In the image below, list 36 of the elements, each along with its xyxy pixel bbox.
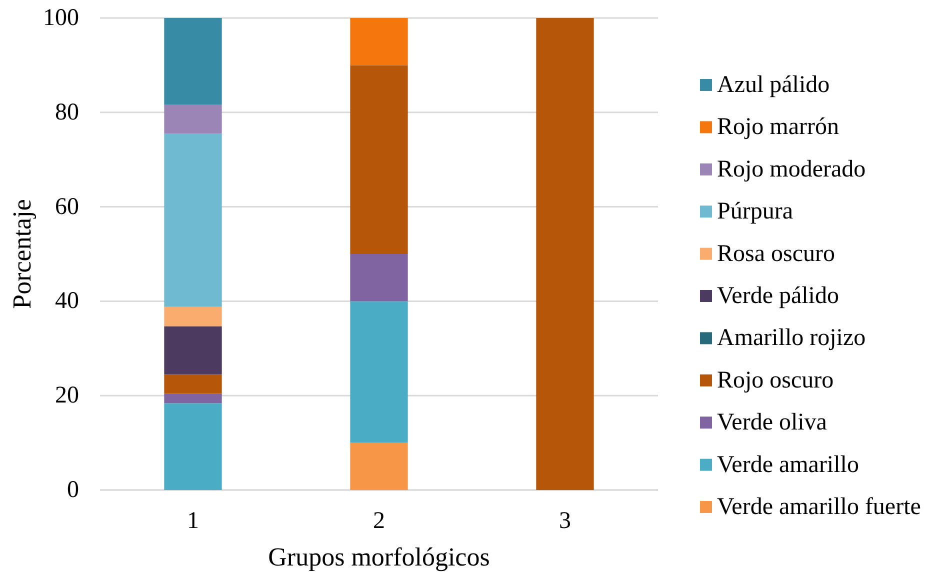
bar [536,18,594,490]
legend-label: Verde amarillo [717,452,859,478]
y-axis-title: Porcentaje [8,199,36,309]
bar [350,65,408,254]
legend-label: Rosa oscuro [717,240,835,267]
legend-label: Rojo moderado [717,156,866,182]
legend-label: Amarillo rojizo [717,325,866,352]
bar [350,301,408,443]
bar [164,403,222,490]
legend-label: Púrpura [717,198,794,225]
legend-label: Rojo marrón [717,114,839,140]
bar [164,326,222,374]
legend-label: Rojo oscuro [717,367,834,394]
y-tick-label: 20 [55,382,79,409]
bar [164,306,222,326]
legend-label: Azul pálido [717,72,830,98]
bar [164,374,222,394]
bar [164,394,222,404]
legend-label: Verde pálido [717,283,839,309]
y-tick-label: 40 [55,288,79,314]
x-tick-label: 1 [187,508,199,534]
bar [164,104,222,134]
bar [350,442,408,490]
bar [164,134,222,307]
x-axis-title: Grupos morfológicos [268,542,490,572]
legend-label: Verde oliva [717,410,828,436]
bar [164,18,222,105]
y-tick-label: 80 [55,99,79,126]
legend-label: Verde amarillo fuerte [717,494,921,520]
y-tick-label: 60 [55,194,79,220]
y-tick-label: 100 [43,5,79,31]
x-tick-label: 3 [559,508,571,534]
x-tick-label: 2 [373,508,385,534]
y-tick-label: 0 [67,477,79,503]
bar [350,18,408,66]
bar [350,254,408,302]
